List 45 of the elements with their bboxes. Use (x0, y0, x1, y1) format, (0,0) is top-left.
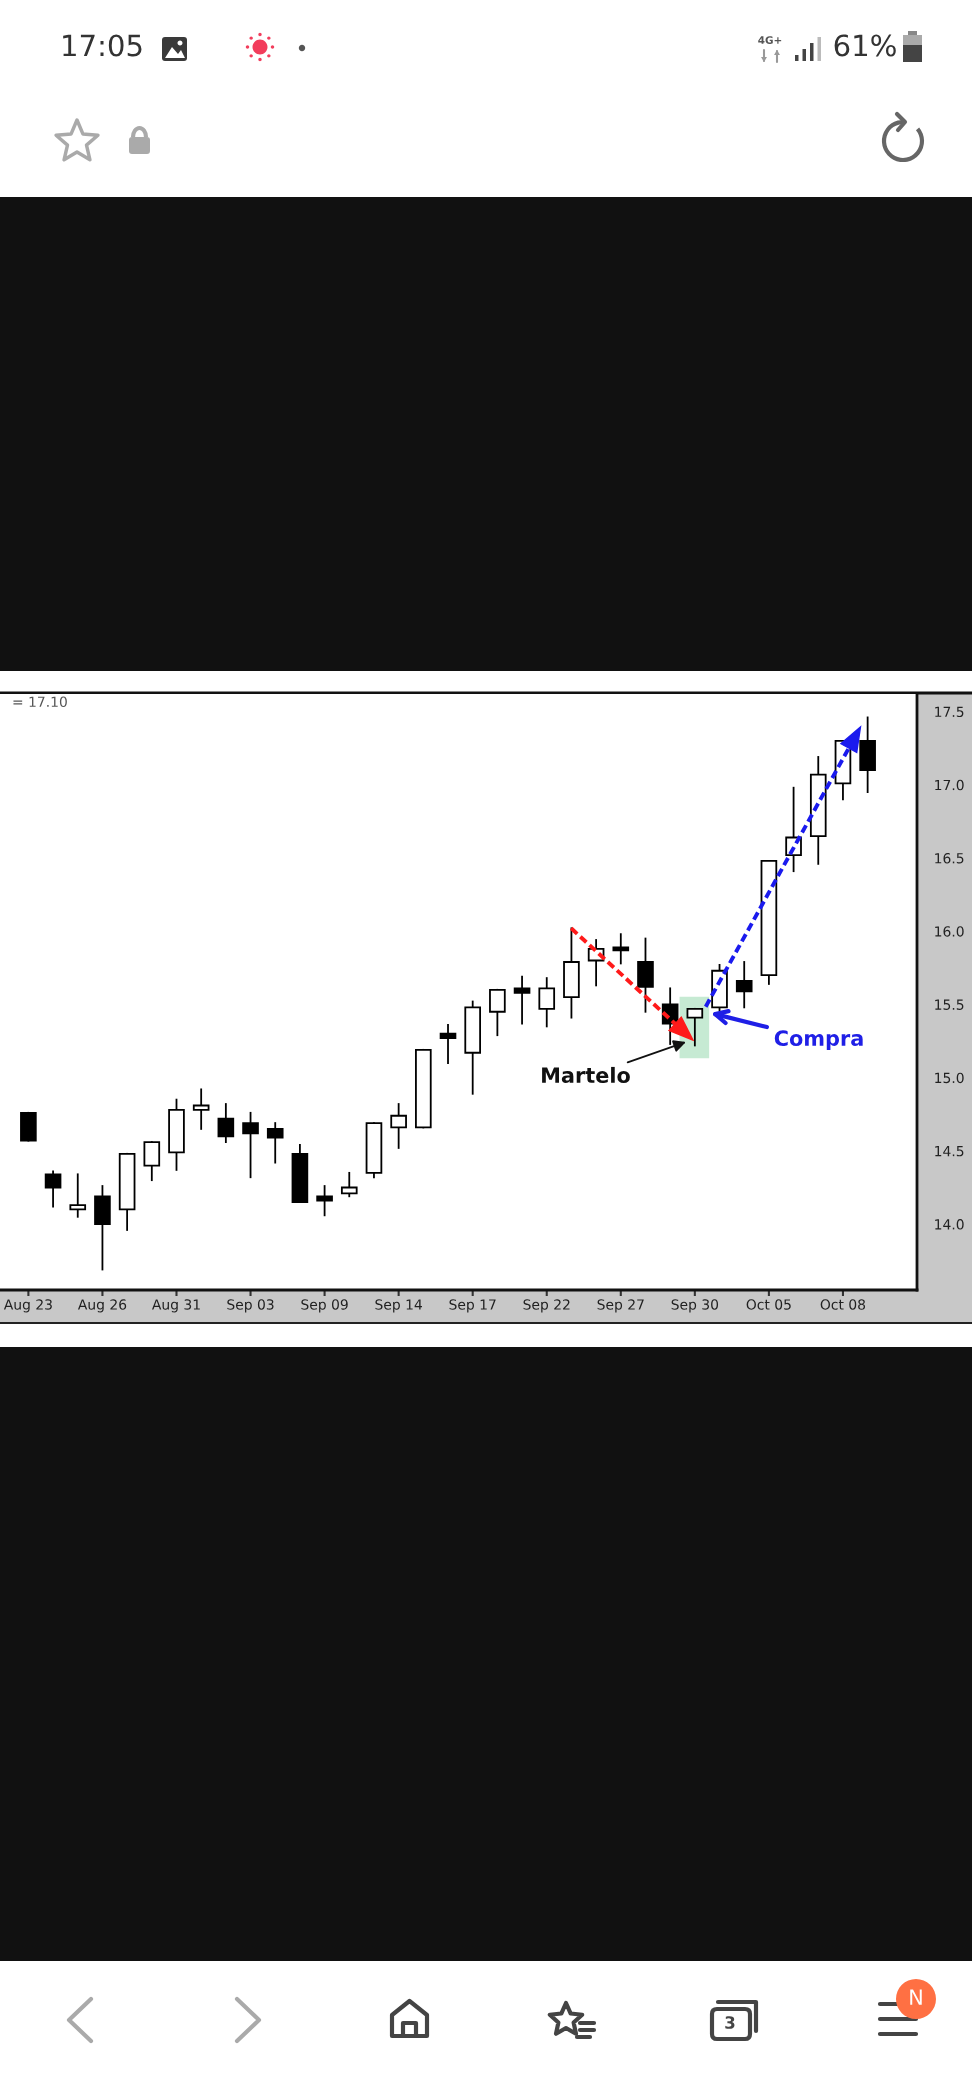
y-tick-label: 15.5 (935, 999, 964, 1010)
candlestick (735, 961, 753, 1009)
candlestick (538, 977, 556, 1028)
text: 4G+ (758, 36, 782, 45)
x-tick-label: Sep 27 (597, 1299, 644, 1313)
y-tick-label: 17.0 (935, 779, 964, 791)
candlestick (266, 1122, 284, 1164)
text: N (910, 1989, 922, 2005)
x-tick-label: Sep 30 (671, 1299, 719, 1313)
y-tick-label: 15.0 (935, 1072, 964, 1084)
x-tick-label: Sep 14 (375, 1299, 422, 1313)
candlestick (44, 1170, 62, 1208)
x-tick-label: Sep 22 (523, 1299, 570, 1313)
candlestick (242, 1111, 259, 1179)
candlestick (192, 1088, 210, 1130)
candlestick (69, 1173, 87, 1218)
x-tick-label: Sep 03 (227, 1299, 274, 1313)
candlestick (612, 933, 630, 965)
x-tick-label: Oct 05 (746, 1299, 791, 1310)
text: 17:05 (63, 34, 142, 57)
annotation: Compra (774, 1030, 863, 1051)
candlestick (439, 1024, 457, 1064)
x-tick-label: Sep 09 (301, 1299, 348, 1313)
candlestick (316, 1185, 333, 1217)
x-tick-label: Sep 17 (449, 1299, 496, 1313)
text: 61% (834, 34, 896, 57)
candlestick (143, 1141, 161, 1182)
y-tick-label: 17.5 (935, 706, 964, 718)
y-tick-label: 14.5 (935, 1146, 964, 1157)
x-tick-label: Aug 31 (151, 1299, 200, 1313)
candlestick (686, 1007, 704, 1047)
candlestick (340, 1171, 358, 1198)
y-tick-label: 16.5 (935, 852, 964, 864)
x-tick-label: Aug 26 (77, 1299, 127, 1313)
y-tick-label: 16.0 (935, 926, 964, 937)
x-tick-label: Oct 08 (820, 1299, 866, 1310)
candlestick (489, 988, 506, 1037)
y-tick-label: 14.0 (935, 1219, 964, 1230)
annotation: Martelo (542, 1066, 630, 1084)
candlestick (390, 1103, 407, 1149)
candlestick (217, 1103, 235, 1144)
x-tick-label: Aug 23 (3, 1299, 52, 1313)
text: 3 (725, 2016, 735, 2029)
candlestick (513, 975, 531, 1025)
annotation: = 17.10 (13, 696, 67, 708)
